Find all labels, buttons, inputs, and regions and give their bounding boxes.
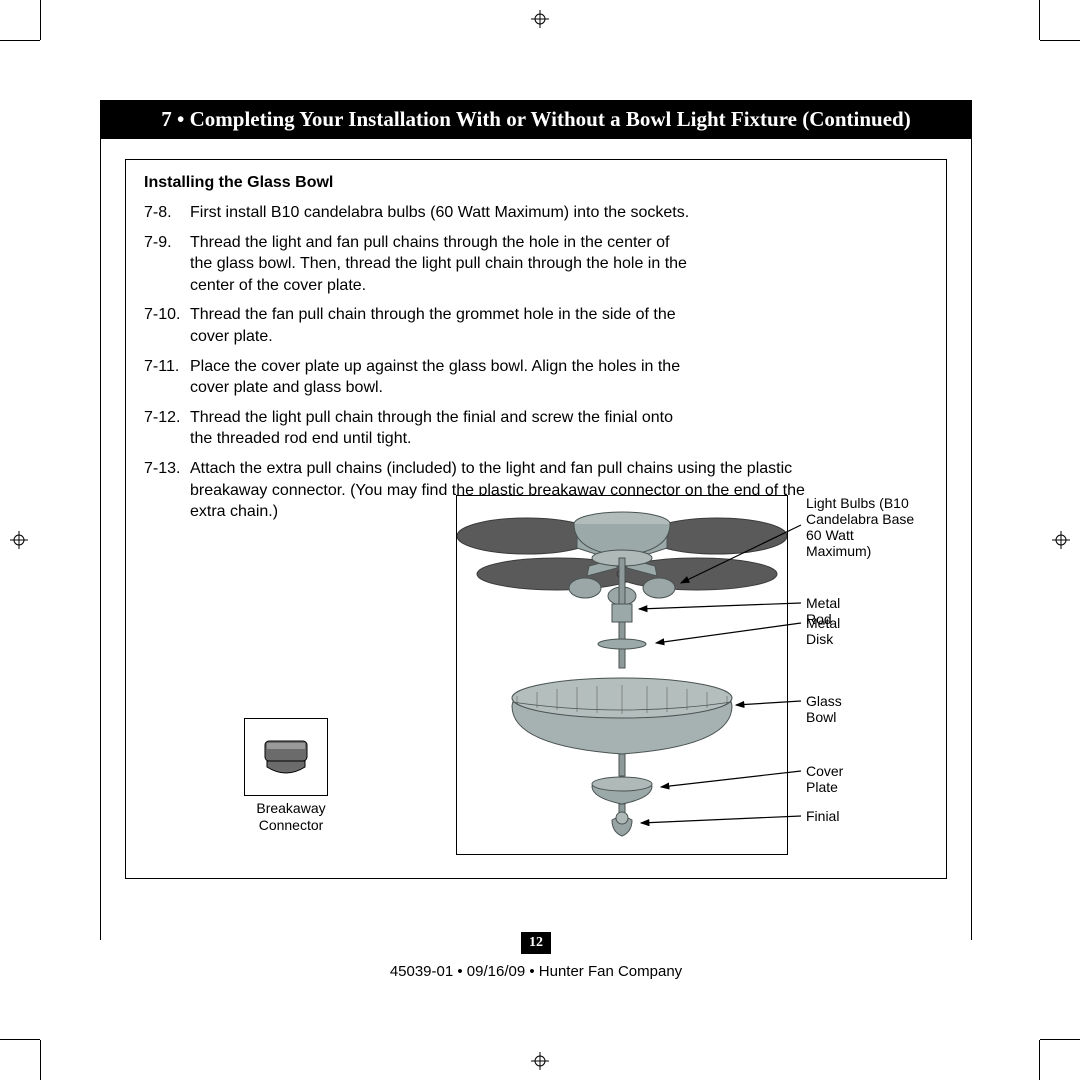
step-text: First install B10 candelabra bulbs (60 W…	[190, 202, 690, 224]
page-frame: 7 • Completing Your Installation With or…	[100, 100, 972, 940]
crop-mark	[40, 1040, 41, 1080]
footer-line: 45039-01 • 09/16/09 • Hunter Fan Company	[101, 963, 971, 980]
breakaway-connector-label: Breakaway Connector	[236, 800, 346, 834]
registration-mark-icon	[1052, 531, 1070, 549]
crop-mark	[0, 1039, 40, 1040]
step-text: Thread the fan pull chain through the gr…	[190, 304, 690, 347]
fan-assembly-diagram	[456, 495, 788, 855]
crop-mark	[0, 40, 40, 41]
callout-light-bulbs: Light Bulbs (B10 Candelabra Base 60 Watt…	[806, 495, 916, 559]
step-number: 7-9.	[144, 232, 190, 297]
step-item: 7-8. First install B10 candelabra bulbs …	[144, 202, 928, 224]
step-number: 7-13.	[144, 458, 190, 523]
step-text: Thread the light pull chain through the …	[190, 407, 690, 450]
step-text: Thread the light and fan pull chains thr…	[190, 232, 690, 297]
breakaway-connector-icon	[245, 719, 327, 795]
callout-glass-bowl: Glass Bowl	[806, 693, 842, 725]
step-item: 7-11. Place the cover plate up against t…	[144, 356, 928, 399]
fan-diagram-icon	[457, 496, 787, 854]
page-number: 12	[521, 932, 551, 954]
callout-metal-disk: Metal Disk	[806, 615, 840, 647]
step-item: 7-12. Thread the light pull chain throug…	[144, 407, 928, 450]
crop-mark	[1039, 0, 1040, 40]
crop-mark	[1039, 1040, 1040, 1080]
step-item: 7-9. Thread the light and fan pull chain…	[144, 232, 928, 297]
callout-finial: Finial	[806, 808, 839, 824]
step-item: 7-10. Thread the fan pull chain through …	[144, 304, 928, 347]
step-number: 7-12.	[144, 407, 190, 450]
registration-mark-icon	[531, 10, 549, 28]
sub-heading: Installing the Glass Bowl	[144, 174, 928, 192]
step-text: Place the cover plate up against the gla…	[190, 356, 690, 399]
callout-cover-plate: Cover Plate	[806, 763, 843, 795]
step-number: 7-11.	[144, 356, 190, 399]
section-header: 7 • Completing Your Installation With or…	[101, 100, 971, 139]
step-number: 7-10.	[144, 304, 190, 347]
registration-mark-icon	[10, 531, 28, 549]
content-box: Installing the Glass Bowl 7-8. First ins…	[125, 159, 947, 879]
crop-mark	[1040, 40, 1080, 41]
step-number: 7-8.	[144, 202, 190, 224]
registration-mark-icon	[531, 1052, 549, 1070]
crop-mark	[40, 0, 41, 40]
crop-mark	[1040, 1039, 1080, 1040]
breakaway-connector-figure	[244, 718, 328, 796]
step-list: 7-8. First install B10 candelabra bulbs …	[144, 202, 928, 523]
